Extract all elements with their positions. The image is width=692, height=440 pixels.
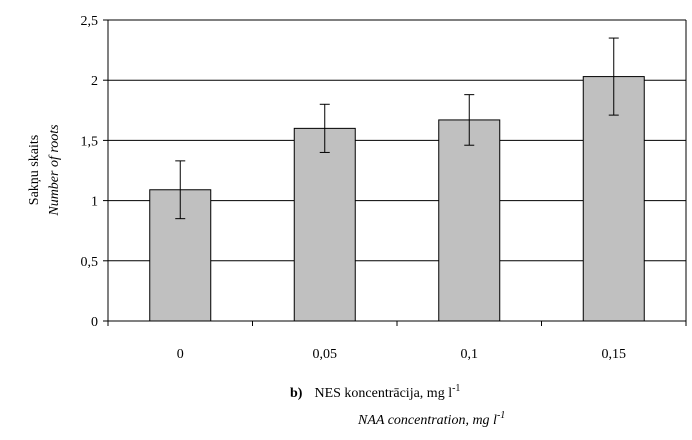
panel-letter: b) xyxy=(290,386,303,401)
x-tick-label: 0,05 xyxy=(313,347,338,362)
x-axis-label-exponent: -1 xyxy=(452,383,460,394)
y-tick-label: 1,5 xyxy=(81,134,99,149)
bar xyxy=(582,76,645,322)
bar xyxy=(438,119,501,322)
y-tick-label: 0,5 xyxy=(81,255,99,270)
y-tick-label: 1 xyxy=(91,195,98,210)
x-tick-label: 0,15 xyxy=(602,347,627,362)
x-axis-label-main: NES koncentrācija, mg l xyxy=(314,386,452,401)
bars xyxy=(149,76,645,322)
x-ticks: 0 0,05 0,1 0,15 xyxy=(107,321,687,362)
x-axis-label-en-exponent: -1 xyxy=(497,410,505,421)
x-axis-label-en-text: NAA concentration, mg l-1 xyxy=(357,410,505,428)
y-axis-label-en: Number of roots xyxy=(47,124,62,217)
x-axis-label-en: NAA concentration, mg l xyxy=(357,413,497,428)
y-axis-label: Sakņu skaits xyxy=(27,135,42,205)
x-tick-label: 0,1 xyxy=(461,347,479,362)
y-tick-label: 2 xyxy=(91,74,98,89)
bar xyxy=(293,127,356,322)
y-tick-label: 2,5 xyxy=(81,14,99,29)
x-tick-label: 0 xyxy=(177,347,184,362)
error-bars xyxy=(175,37,619,220)
x-axis-label: b) NES koncentrācija, mg l-1 xyxy=(290,383,460,401)
y-ticks: 0 0,5 1 1,5 2 2,5 xyxy=(81,14,108,330)
y-tick-label: 0 xyxy=(91,315,98,330)
